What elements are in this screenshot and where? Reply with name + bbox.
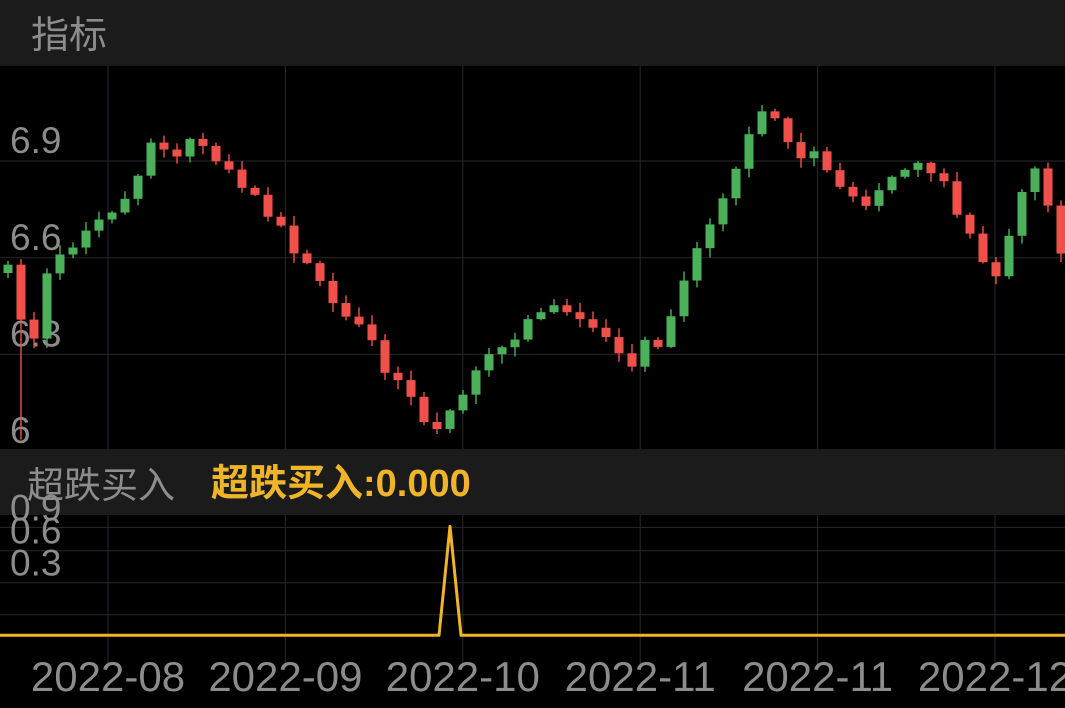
svg-text:6.6: 6.6 — [10, 217, 61, 258]
svg-text:6.9: 6.9 — [10, 120, 61, 161]
svg-text:6: 6 — [10, 410, 31, 449]
svg-text:2022-08: 2022-08 — [31, 653, 185, 700]
svg-text:2022-12: 2022-12 — [918, 653, 1065, 700]
svg-text:0.3: 0.3 — [10, 543, 61, 584]
svg-text:2022-11: 2022-11 — [565, 653, 716, 700]
svg-text:2022-09: 2022-09 — [208, 653, 362, 700]
svg-text:2022-10: 2022-10 — [386, 653, 540, 700]
svg-text:2022-11: 2022-11 — [742, 653, 893, 700]
